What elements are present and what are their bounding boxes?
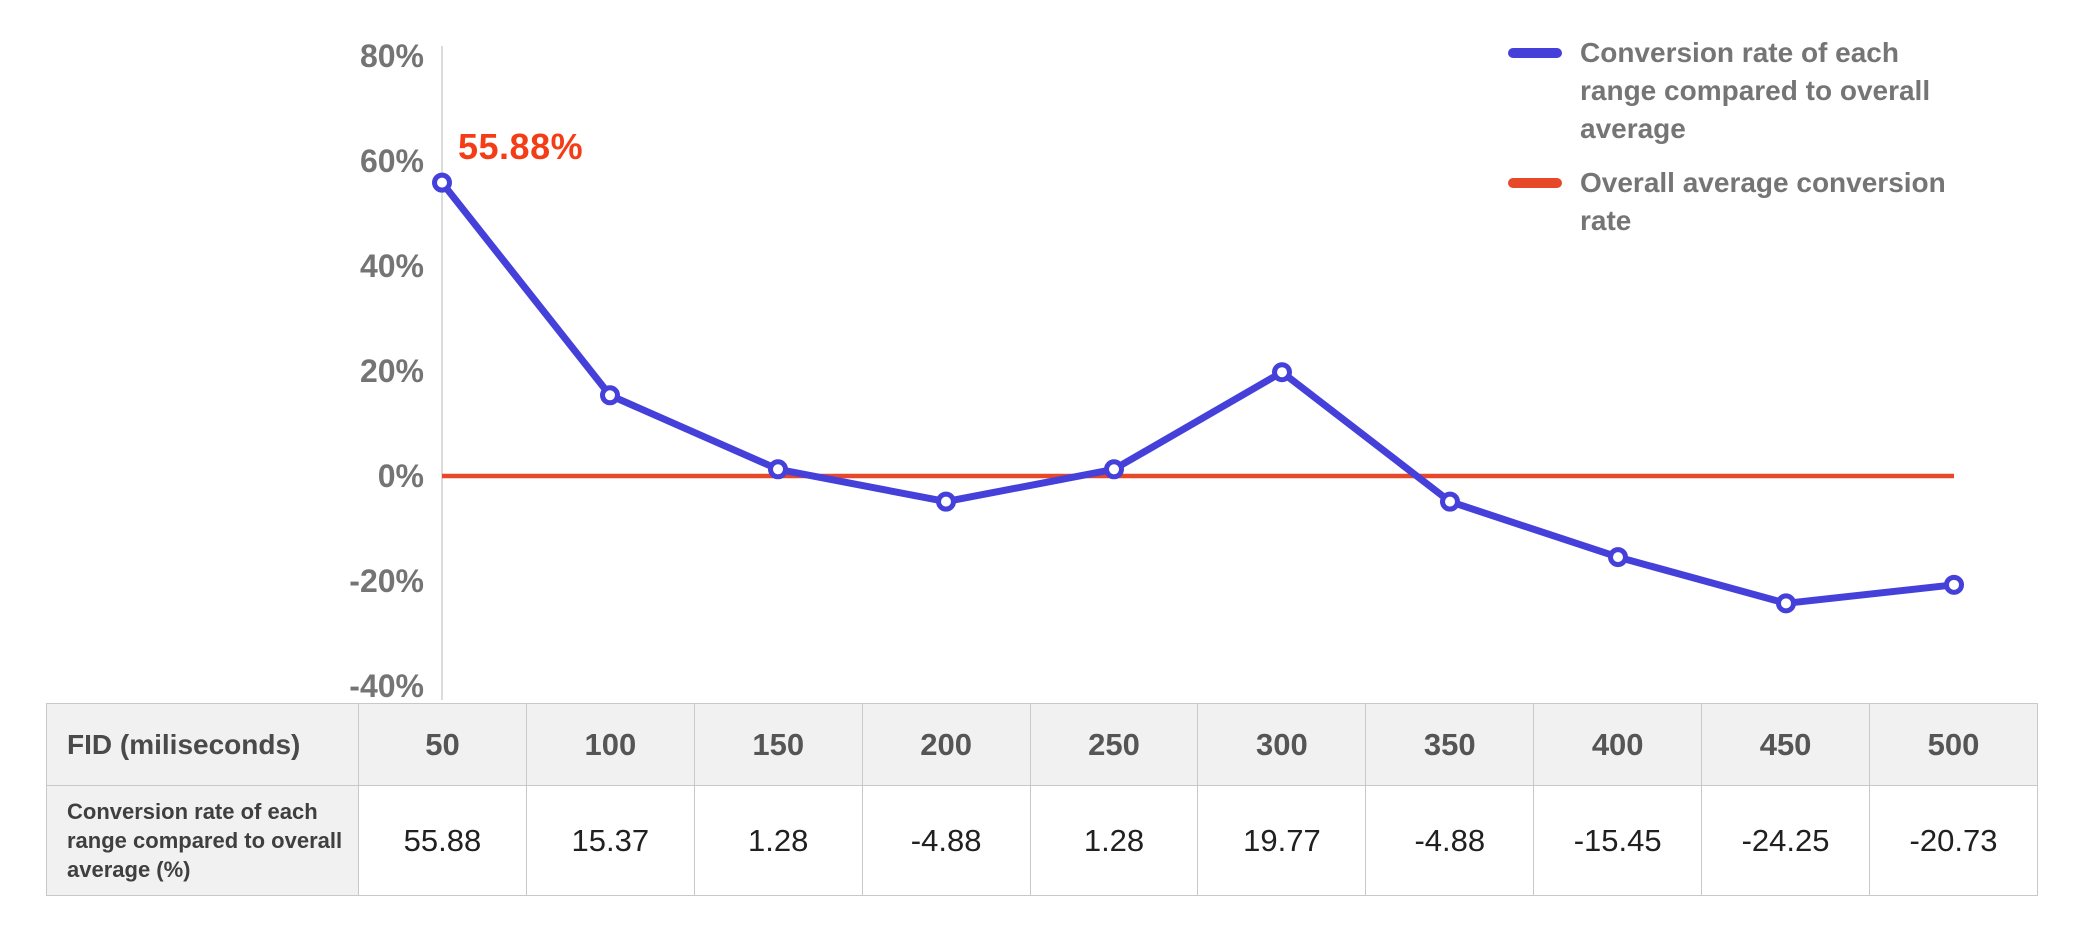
y-tick-label: 40% bbox=[360, 248, 424, 284]
table-column-header: 150 bbox=[693, 703, 863, 786]
data-point-marker bbox=[936, 491, 956, 512]
table-column-header: 50 bbox=[358, 703, 527, 786]
table-value-row: Conversion rate of each range compared t… bbox=[46, 785, 2038, 896]
data-point-marker bbox=[432, 172, 452, 193]
table-value-cell: -4.88 bbox=[861, 785, 1031, 896]
data-point-marker bbox=[1104, 459, 1124, 480]
y-tick-label: 60% bbox=[360, 143, 424, 179]
data-point-marker bbox=[768, 459, 788, 480]
table-value-cell: -20.73 bbox=[1869, 785, 2038, 896]
table-column-header: 250 bbox=[1029, 703, 1199, 786]
series-line bbox=[438, 179, 1958, 607]
data-point-marker bbox=[1272, 362, 1292, 383]
table-column-header: 400 bbox=[1533, 703, 1703, 786]
line-chart: 80% 60% 40% 20% 0% -20% -40% bbox=[349, 38, 1964, 703]
y-tick-label: 20% bbox=[360, 353, 424, 389]
data-point-marker bbox=[1776, 593, 1796, 614]
legend-item-average: Overall average conversion rate bbox=[1508, 164, 1978, 240]
table-value-cell: 1.28 bbox=[1029, 785, 1199, 896]
table-row-label: Conversion rate of each range compared t… bbox=[46, 785, 359, 896]
data-point-marker bbox=[1944, 574, 1964, 595]
table-value-cell: -24.25 bbox=[1701, 785, 1871, 896]
y-tick-label: 0% bbox=[378, 458, 424, 494]
table-value-cell: -15.45 bbox=[1533, 785, 1703, 896]
table-column-header: 100 bbox=[525, 703, 695, 786]
table-value-cell: 15.37 bbox=[525, 785, 695, 896]
table-header-row: FID (miliseconds) 50 100 150 200 250 300 350 40… bbox=[46, 703, 2038, 786]
table-column-header: 500 bbox=[1869, 703, 2038, 786]
legend-swatch-series-icon bbox=[1508, 48, 1562, 58]
table-corner-label: FID (miliseconds) bbox=[46, 703, 359, 786]
legend-item-series: Conversion rate of each range compared t… bbox=[1508, 34, 1978, 148]
y-tick-label: 80% bbox=[360, 38, 424, 74]
legend-label-average: Overall average conversion rate bbox=[1580, 167, 1946, 236]
point-annotation: 55.88% bbox=[458, 126, 584, 167]
table-column-header: 200 bbox=[861, 703, 1031, 786]
table-value-cell: 19.77 bbox=[1197, 785, 1367, 896]
legend-label-series: Conversion rate of each range compared t… bbox=[1580, 37, 1931, 144]
table-column-header: 450 bbox=[1701, 703, 1871, 786]
table-column-header: 350 bbox=[1365, 703, 1535, 786]
legend-swatch-average-icon bbox=[1508, 178, 1562, 188]
data-point-marker bbox=[1440, 491, 1460, 512]
table-value-cell: 1.28 bbox=[693, 785, 863, 896]
chart-legend: Conversion rate of each range compared t… bbox=[1508, 34, 1978, 256]
data-point-marker bbox=[1608, 547, 1628, 568]
y-tick-label: -40% bbox=[349, 668, 424, 703]
data-point-marker bbox=[600, 385, 620, 406]
data-table: FID (miliseconds) 50 100 150 200 250 300 350 40… bbox=[46, 703, 2038, 896]
table-column-header: 300 bbox=[1197, 703, 1367, 786]
table-value-cell: 55.88 bbox=[358, 785, 527, 896]
table-value-cell: -4.88 bbox=[1365, 785, 1535, 896]
y-tick-label: -20% bbox=[349, 563, 424, 599]
